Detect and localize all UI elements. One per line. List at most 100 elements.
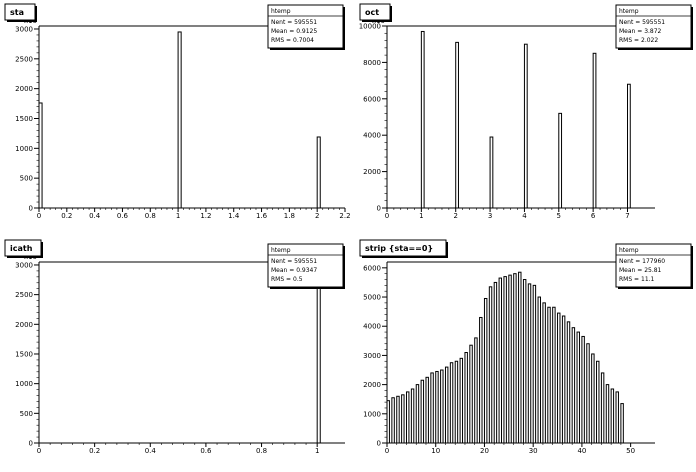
- histogram-bar: [558, 112, 563, 209]
- x-tick-label: 10: [431, 447, 440, 455]
- x-tick-label: 6: [591, 212, 596, 220]
- y-tick-label: 1000: [15, 380, 33, 388]
- histogram-bar: [561, 315, 566, 444]
- histogram-bar: [596, 360, 600, 444]
- histogram-bar: [420, 379, 425, 444]
- x-tick-label: 1.4: [228, 212, 240, 220]
- x-tick-label: 0.4: [145, 447, 157, 455]
- histogram-bar: [454, 360, 459, 444]
- histogram-title: strip {sta==0}: [365, 244, 433, 253]
- histogram-bar: [489, 136, 494, 209]
- histogram-bar: [464, 352, 468, 444]
- y-tick-label: 5000: [363, 294, 381, 302]
- x-tick-label: 30: [529, 447, 538, 455]
- histogram-bar: [571, 327, 576, 444]
- x-tick-label: 0: [37, 212, 41, 220]
- histogram-bar: [542, 302, 546, 444]
- x-tick-label: 0.4: [89, 212, 101, 220]
- histogram-bar: [523, 43, 528, 209]
- y-tick-label: 500: [20, 410, 33, 418]
- histogram-panel-1: 012345670200040006000800010000x10octhtem…: [359, 3, 693, 220]
- stats-row: Nent = 177960: [619, 258, 665, 265]
- y-tick-label: 0: [29, 205, 33, 213]
- histogram-bar: [391, 397, 395, 444]
- stats-row: RMS = 0.5: [271, 276, 303, 283]
- histogram-bar: [455, 41, 459, 209]
- x-tick-label: 0.6: [117, 212, 129, 220]
- histogram-bar: [527, 283, 532, 444]
- title-box: [4, 239, 42, 257]
- histogram-bar: [444, 366, 449, 444]
- x-tick-label: 2: [453, 212, 457, 220]
- stats-row: Mean = 3.872: [619, 28, 662, 35]
- histogram-bar: [610, 388, 615, 444]
- histogram-bar: [498, 277, 503, 444]
- y-tick-label: 2000: [363, 168, 381, 176]
- stats-box: [615, 243, 692, 288]
- y-tick-label: 500: [20, 175, 33, 183]
- histogram-bar: [38, 102, 43, 209]
- histogram-bar: [552, 306, 556, 444]
- stats-row: Mean = 25.81: [619, 267, 662, 274]
- histogram-bar: [435, 370, 439, 444]
- x-tick-label: 50: [626, 447, 635, 455]
- y-tick-label: 2500: [15, 291, 33, 299]
- stats-box: [267, 4, 344, 49]
- x-tick-label: 5: [557, 212, 561, 220]
- title-box: [359, 239, 447, 257]
- histogram-bar: [415, 384, 420, 444]
- x-tick-label: 40: [577, 447, 586, 455]
- histogram-bar: [537, 296, 541, 444]
- histogram-bar: [627, 83, 631, 209]
- histogram-bar: [410, 388, 415, 444]
- stats-header: htemp: [271, 8, 291, 15]
- histogram-bar: [581, 335, 585, 444]
- histogram-bar: [401, 394, 405, 444]
- histogram-bar: [177, 31, 182, 209]
- histogram-bar: [474, 337, 478, 444]
- y-tick-label: 4000: [363, 323, 381, 331]
- histogram-bar: [316, 267, 321, 444]
- histogram-bar: [591, 353, 595, 444]
- x-tick-label: 0: [37, 447, 41, 455]
- histogram-bar: [566, 321, 571, 444]
- x-tick-label: 20: [480, 447, 489, 455]
- y-tick-label: 6000: [363, 264, 381, 272]
- y-tick-label: 3000: [363, 352, 381, 360]
- y-tick-label: 2500: [15, 55, 33, 63]
- y-tick-label: 1500: [15, 115, 33, 123]
- y-tick-label: 0: [377, 205, 381, 213]
- stats-row: Mean = 0.9347: [271, 267, 317, 274]
- y-tick-label: 4000: [363, 132, 381, 140]
- histogram-bar: [522, 279, 527, 444]
- stats-row: Mean = 0.9125: [271, 28, 317, 35]
- x-tick-label: 0.6: [200, 447, 212, 455]
- x-tick-label: 3: [488, 212, 492, 220]
- histogram-panel-2: 00.20.40.60.81050010001500200025003000x1…: [4, 239, 345, 455]
- stats-header: htemp: [271, 247, 291, 254]
- histogram-bar: [503, 276, 507, 444]
- stats-box: [267, 243, 344, 288]
- histogram-bar: [557, 312, 561, 444]
- histogram-title: oct: [365, 8, 379, 17]
- y-tick-label: 0: [377, 440, 381, 448]
- stats-row: Nent = 595551: [271, 258, 317, 265]
- y-tick-label: 2000: [363, 381, 381, 389]
- y-tick-label: 10000: [359, 23, 381, 31]
- stats-header: htemp: [619, 8, 639, 15]
- histogram-bar: [430, 372, 434, 444]
- histogram-bar: [405, 391, 410, 444]
- stats-header: htemp: [619, 247, 639, 254]
- histogram-bar: [488, 286, 493, 444]
- stats-row: Nent = 595551: [271, 19, 317, 26]
- title-box: [359, 3, 391, 21]
- stats-box: [615, 4, 692, 49]
- histogram-panel-3: 0 10 20 30 40 50 0 1000 2000 3000 4000 5000 6000 stri…: [359, 239, 693, 455]
- stats-row: RMS = 2.022: [619, 37, 658, 44]
- histogram-bar: [449, 362, 454, 444]
- histogram-bar: [469, 344, 473, 444]
- histogram-bar: [440, 369, 444, 444]
- x-tick-label: 0.2: [89, 447, 100, 455]
- y-tick-label: 3000: [15, 25, 33, 33]
